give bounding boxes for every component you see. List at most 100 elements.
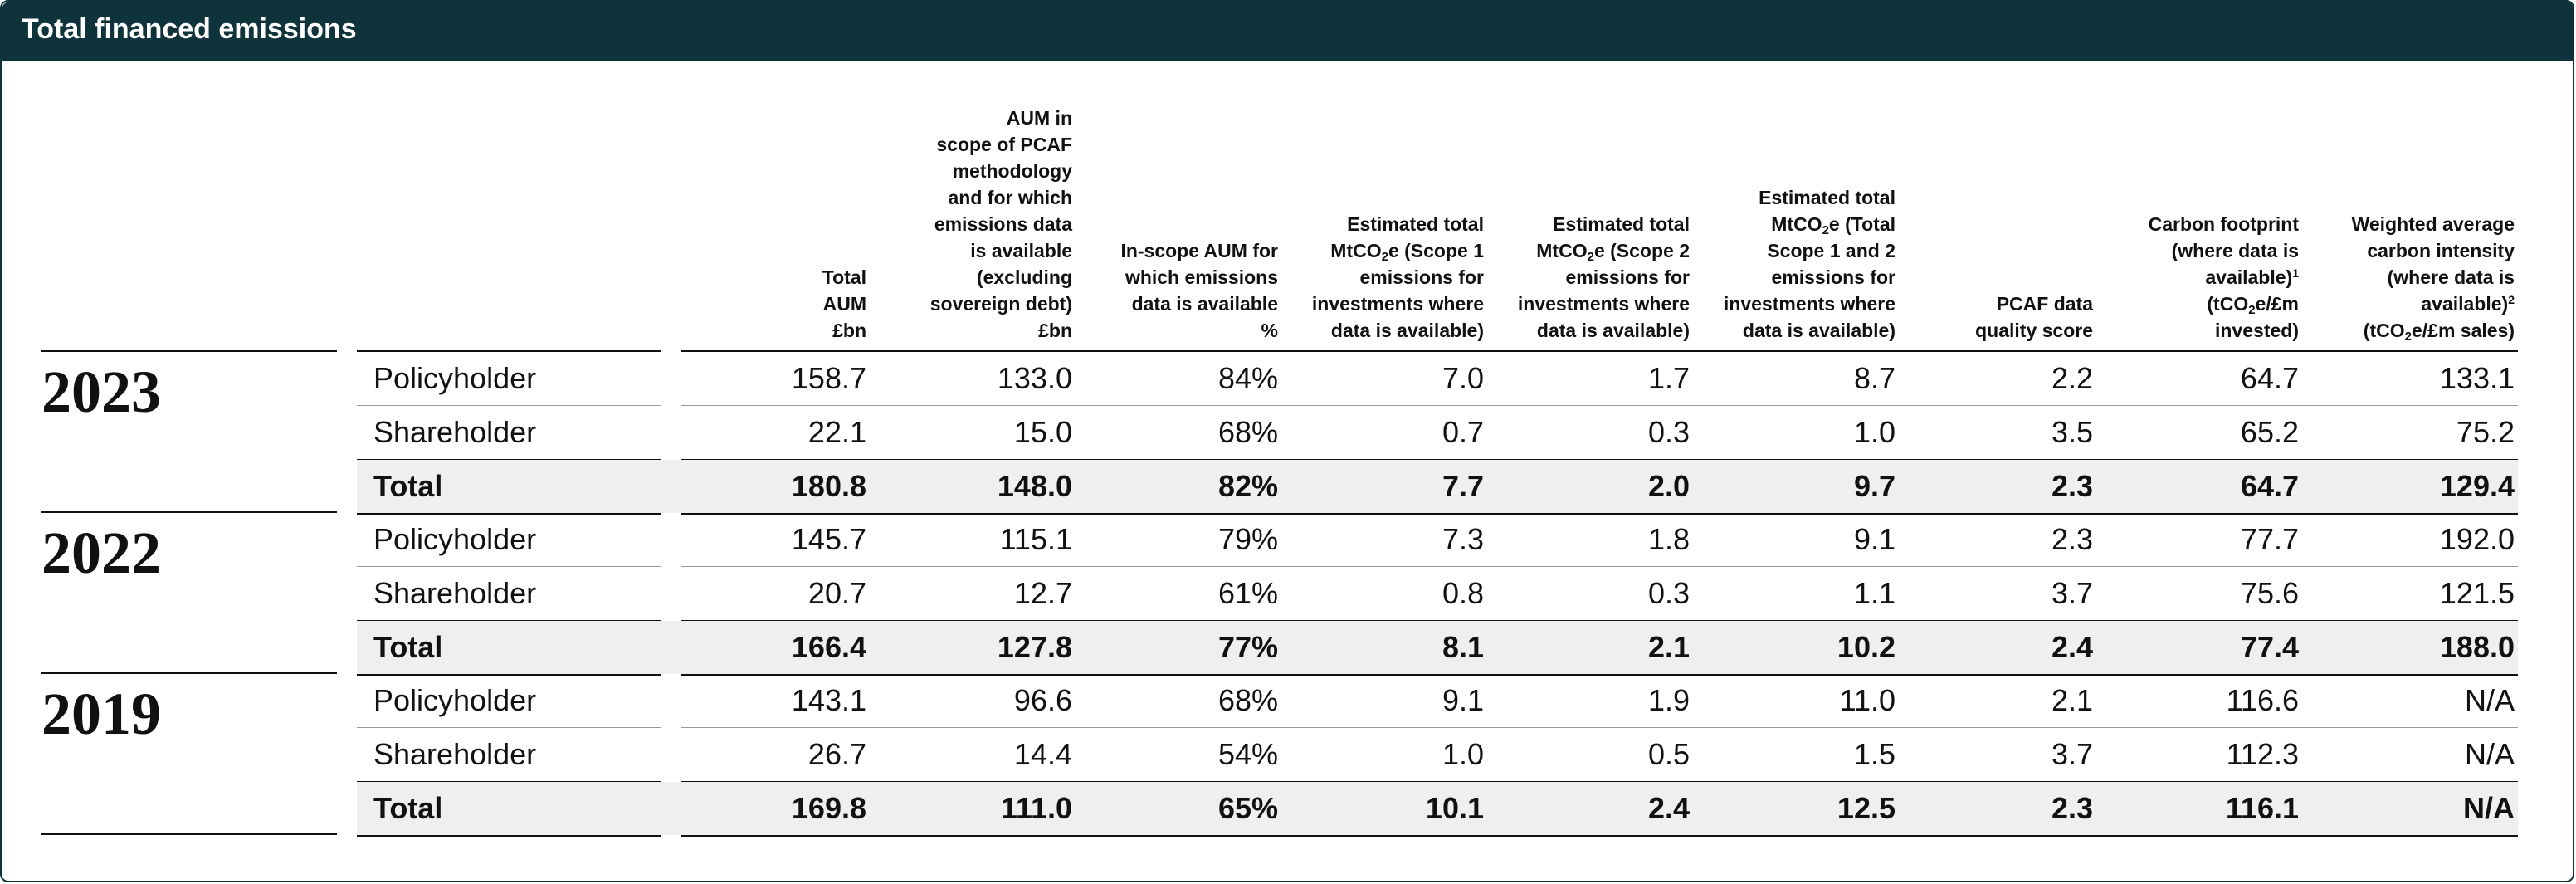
header-line-text: carbon intensity <box>2367 240 2515 261</box>
cell-footprint: 116.6 <box>2226 683 2299 717</box>
row-label-policyholder: Policyholder <box>373 683 537 717</box>
header-line-text: which emissions <box>1125 266 1278 288</box>
panel-title: Total financed emissions <box>22 13 357 45</box>
cell-footprint: 112.3 <box>2226 737 2299 771</box>
row-rule <box>357 513 661 515</box>
cell-total_aum: 169.8 <box>791 791 866 825</box>
year-group-rule <box>41 833 337 835</box>
column-header-aum_in_scope: AUM in scope of PCAF methodology and for wh… <box>873 85 1072 344</box>
header-line-text: investments where <box>1723 293 1895 315</box>
cell-scope1: 0.8 <box>1442 576 1484 610</box>
header-line-text: available) <box>2205 266 2293 288</box>
row-rule <box>357 566 661 567</box>
header-line-text: emissions for <box>1359 266 1484 288</box>
header-line: £bn <box>930 317 1072 344</box>
row-label-policyholder: Policyholder <box>373 522 537 556</box>
cell-scope2: 0.5 <box>1647 737 1690 771</box>
header-line: emissions for <box>1312 264 1484 291</box>
row-rule <box>681 513 2518 515</box>
cell-footprint: 64.7 <box>2240 469 2299 503</box>
header-line: Estimated total <box>1724 184 1895 211</box>
header-line-text: (tCO <box>2363 320 2405 341</box>
header-line-text: Total <box>822 266 866 288</box>
year-group-rule <box>41 672 337 674</box>
cell-scope1: 7.7 <box>1442 469 1484 503</box>
cell-scope2: 1.7 <box>1647 361 1690 395</box>
header-line-text: sovereign debt) <box>929 293 1072 315</box>
header-line: £bn <box>822 317 866 344</box>
title-bar: Total financed emissions <box>2 2 2573 61</box>
header-line-text: e (Scope 2 <box>1593 240 1690 261</box>
cell-intensity: N/A <box>2463 791 2515 825</box>
cell-in_scope_pct: 79% <box>1217 522 1278 556</box>
cell-scope12: 1.0 <box>1853 415 1895 449</box>
column-header-text: Carbon footprint (where data is available)… <box>2149 211 2299 344</box>
header-line: (tCO2e/£m sales) <box>2352 317 2515 344</box>
column-header-text: AUM in scope of PCAF methodology and for wh… <box>930 105 1072 344</box>
subscript: 2 <box>2404 330 2412 344</box>
header-line: sovereign debt) <box>930 291 1072 317</box>
header-line-text: scope of PCAF <box>936 134 1072 155</box>
header-line: Weighted average <box>2352 211 2515 237</box>
header-line: data is available <box>1120 291 1278 317</box>
header-line: data is available) <box>1724 317 1895 344</box>
header-line-text: (excluding <box>976 266 1072 288</box>
year-label-2022: 2022 <box>41 520 161 586</box>
header-line: Estimated total <box>1312 211 1484 237</box>
header-line: MtCO2e (Total <box>1724 211 1895 237</box>
header-line: available)1 <box>2149 264 2299 291</box>
cell-intensity: 121.5 <box>2439 576 2515 610</box>
header-line: data is available) <box>1312 317 1484 344</box>
header-line: investments where <box>1724 291 1895 317</box>
header-line-text: and for which <box>948 187 1073 208</box>
cell-scope12: 9.1 <box>1853 522 1895 556</box>
column-header-text: Total AUM £bn <box>822 264 866 344</box>
header-line: (tCO2e/£m <box>2149 291 2299 317</box>
cell-scope1: 9.1 <box>1442 683 1484 717</box>
cell-in_scope_pct: 82% <box>1217 469 1278 503</box>
header-line-text: investments where <box>1311 293 1484 315</box>
cell-scope1: 7.0 <box>1442 361 1484 395</box>
cell-scope2: 2.0 <box>1647 469 1690 503</box>
header-line-text: Estimated total <box>1347 213 1484 235</box>
cell-aum_in_scope: 127.8 <box>997 630 1072 664</box>
cell-scope12: 1.5 <box>1853 737 1895 771</box>
cell-total_aum: 143.1 <box>791 683 866 717</box>
header-line: (where data is <box>2149 237 2299 264</box>
header-line: MtCO2e (Scope 1 <box>1312 237 1484 264</box>
cell-in_scope_pct: 65% <box>1217 791 1278 825</box>
header-line: which emissions <box>1120 264 1278 291</box>
cell-footprint: 116.1 <box>2225 791 2299 825</box>
cell-aum_in_scope: 14.4 <box>1013 737 1072 771</box>
column-header-text: Weighted average carbon intensity (where d… <box>2352 211 2515 344</box>
header-line-text: Estimated total <box>1759 187 1895 208</box>
header-line-text: MtCO <box>1330 240 1382 261</box>
cell-footprint: 77.4 <box>2240 630 2299 664</box>
total-row-background <box>357 782 2518 835</box>
cell-scope2: 1.9 <box>1647 683 1690 717</box>
column-header-footprint: Carbon footprint (where data is available)… <box>2108 85 2299 344</box>
row-label-total: Total <box>373 630 443 664</box>
header-line: AUM <box>822 291 866 317</box>
header-line-text: data is available) <box>1330 320 1484 341</box>
cell-intensity: 75.2 <box>2456 415 2515 449</box>
column-header-scope1: Estimated total MtCO2e (Scope 1 emissions … <box>1276 85 1484 344</box>
header-line-text: emissions data <box>934 213 1072 235</box>
cell-in_scope_pct: 54% <box>1217 737 1278 771</box>
cell-scope12: 10.2 <box>1837 630 1895 664</box>
cell-scope12: 8.7 <box>1853 361 1895 395</box>
cell-intensity: 188.0 <box>2439 630 2515 664</box>
cell-total_aum: 20.7 <box>807 576 866 610</box>
cell-scope2: 1.8 <box>1647 522 1690 556</box>
header-line: investments where <box>1518 291 1690 317</box>
header-line-text: e (Total <box>1828 213 1895 235</box>
header-line: data is available) <box>1518 317 1690 344</box>
header-line: emissions for <box>1724 264 1895 291</box>
header-line: (where data is <box>2352 264 2515 291</box>
cell-scope1: 0.7 <box>1442 415 1484 449</box>
year-group-rule <box>41 511 337 513</box>
cell-total_aum: 145.7 <box>791 522 866 556</box>
column-header-scope12: Estimated total MtCO2e (Total Scope 1 and … <box>1696 85 1895 344</box>
header-line: % <box>1120 317 1278 344</box>
cell-pcaf: 2.3 <box>2051 522 2093 556</box>
